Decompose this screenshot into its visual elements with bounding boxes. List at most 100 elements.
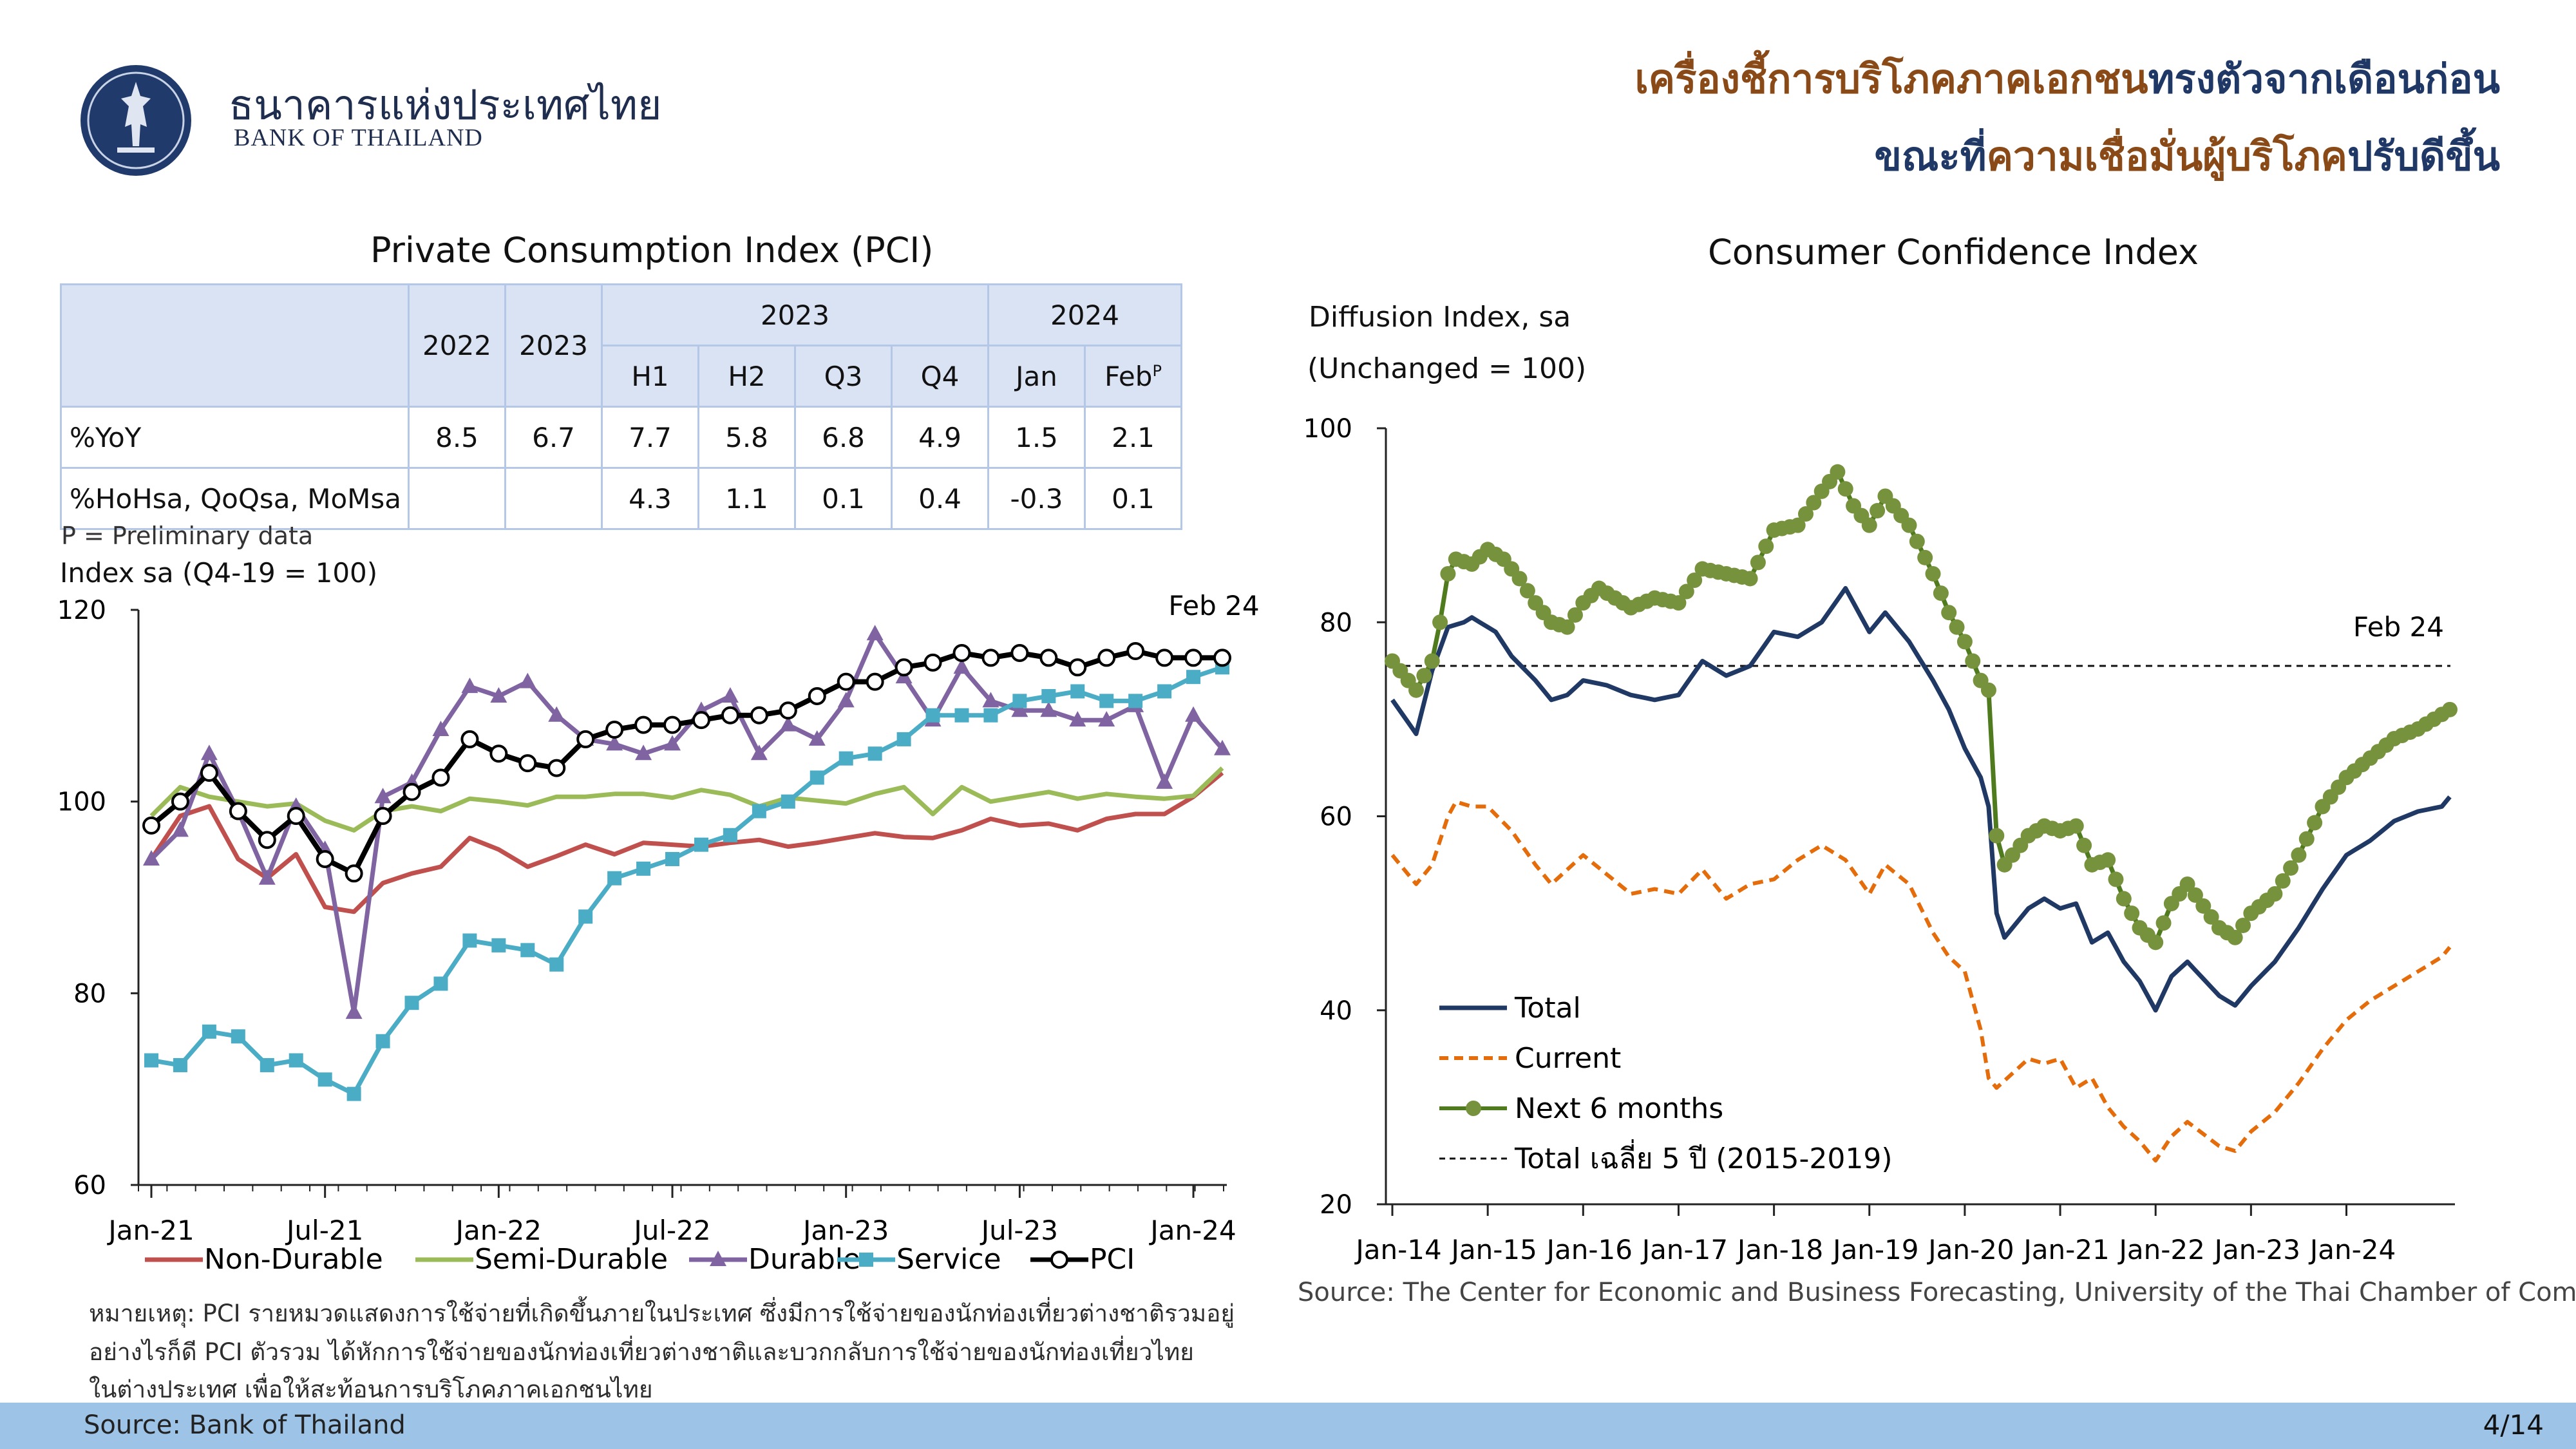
x-tick-label: Jan-22 — [2117, 1234, 2205, 1265]
next-6-months-point — [1567, 607, 1583, 623]
service-point — [1070, 684, 1085, 699]
durable-point — [143, 849, 160, 866]
x-tick-label: Jan-18 — [1736, 1234, 1823, 1265]
header-year-2022: 2022 — [408, 283, 506, 408]
service-point — [462, 933, 477, 948]
pci-point — [287, 806, 305, 825]
service-point — [404, 996, 419, 1010]
source-text: Source: Bank of Thailand — [84, 1410, 406, 1440]
pci-point — [576, 730, 595, 748]
pci-point — [1213, 649, 1231, 667]
table-cell: 0.1 — [1084, 467, 1182, 530]
next-6-months-point — [1519, 583, 1535, 599]
header-year-2023: 2023 — [504, 283, 603, 408]
next-6-months-point — [1687, 572, 1703, 588]
y-tick-label: 40 — [1320, 996, 1352, 1026]
note-line-1: หมายเหตุ: PCI รายหมวดแสดงการใช้จ่ายที่เก… — [89, 1300, 1235, 1327]
durable-point — [837, 692, 855, 708]
cci-y-axis-label-2: (Unchanged = 100) — [1307, 352, 1587, 385]
durable-point — [953, 658, 971, 674]
next-6-months-point — [2235, 917, 2251, 933]
pci-series-line — [149, 649, 1222, 876]
legend-marker-pci — [1050, 1251, 1068, 1269]
table-cell: 4.9 — [891, 406, 989, 469]
next-6-months-point — [2148, 934, 2164, 951]
durable-point — [490, 687, 507, 703]
next-6-months-point — [1830, 464, 1846, 480]
next-6-months-point — [1901, 517, 1917, 533]
next-6-months-point — [2155, 915, 2172, 931]
service-point — [1012, 694, 1027, 708]
table-cell: 6.8 — [794, 406, 893, 469]
durable-point — [258, 869, 276, 885]
pci-line-chart: 60 80 100 120 Jan-21 Jul-21 Jan-22 Jul-22 Jan-23… — [57, 590, 1260, 1276]
cci-chart-title: Consumer Confidence Index — [1708, 232, 2199, 272]
x-tick-label: Jan-22 — [454, 1215, 542, 1246]
preliminary-mark: P — [1152, 361, 1162, 380]
y-tick-label: 80 — [1320, 608, 1352, 638]
service-point — [665, 851, 680, 866]
cci-line-chart: 20 40 60 80 100 Jan-14 Jan-15 Jan-16 Jan-17 Jan-1… — [1303, 414, 2458, 1265]
next-6-months-point — [2076, 837, 2092, 853]
next-6-months-point — [2179, 876, 2195, 892]
next-6-months-point — [1511, 571, 1528, 587]
pci-point — [981, 649, 1000, 667]
table-cell — [408, 467, 506, 530]
service-point — [491, 938, 506, 952]
table-cell: 0.4 — [891, 467, 989, 530]
service-point — [983, 708, 998, 723]
next-6-months-point — [1933, 585, 1949, 601]
durable-point — [1214, 739, 1231, 755]
header-h1: H1 — [601, 345, 699, 408]
x-tick-label: Jan-14 — [1354, 1234, 1441, 1265]
next-6-months-point — [2275, 873, 2291, 889]
service-point — [1157, 684, 1172, 699]
next-6-months-point — [2307, 815, 2323, 831]
next-6-months-point — [2283, 860, 2299, 876]
legend-marker-durable — [710, 1251, 726, 1266]
y-tick-label: 100 — [1303, 414, 1352, 444]
table-row: %HoHsa, QoQsa, MoMsa 4.3 1.1 0.1 0.4 -0.… — [60, 467, 1182, 530]
legend-label-semi-durable: Semi-Durable — [475, 1243, 668, 1276]
pci-point — [1039, 649, 1058, 667]
table-cell: 6.7 — [504, 406, 603, 469]
header-h2: H2 — [697, 345, 796, 408]
legend-label-total: Total — [1514, 992, 1581, 1025]
header-jan: Jan — [987, 345, 1086, 408]
next-6-months-point — [2298, 831, 2315, 847]
x-tick-label: Jan-19 — [1831, 1234, 1918, 1265]
service-point — [867, 746, 882, 761]
durable-point — [664, 735, 681, 751]
pci-point — [779, 701, 797, 720]
x-tick-label: Jan-21 — [106, 1215, 194, 1246]
note-line-3: ในต่างประเทศ เพื่อให้สะท้อนการบริโภคภาคเ… — [89, 1376, 653, 1403]
service-point — [173, 1057, 187, 1072]
service-point — [144, 1053, 158, 1068]
pci-point — [518, 754, 537, 773]
headline-line-1: เครื่องชี้การบริโภคภาคเอกชนทรงตัวจากเดือ… — [1634, 55, 2500, 102]
x-tick-label: Jan-16 — [1545, 1234, 1633, 1265]
service-point — [202, 1024, 216, 1039]
legend-label-non-durable: Non-Durable — [204, 1243, 383, 1276]
next-6-months-point — [1790, 517, 1806, 533]
service-point — [1099, 694, 1114, 708]
table-cell: 2.1 — [1084, 406, 1182, 469]
y-tick-label: 60 — [73, 1171, 106, 1200]
next-6-months-point — [1861, 517, 1877, 533]
service-point — [289, 1053, 303, 1068]
pci-point — [431, 768, 450, 787]
service-point — [1186, 670, 1201, 685]
pci-point — [1155, 649, 1174, 667]
service-point — [925, 708, 940, 723]
next-6-months-point — [1758, 538, 1774, 554]
pci-point — [1184, 649, 1203, 667]
durable-point — [200, 744, 218, 761]
pci-point — [460, 730, 479, 748]
durable-point — [1069, 711, 1086, 727]
table-cell: -0.3 — [987, 467, 1086, 530]
pci-y-axis-label: Index sa (Q4-19 = 100) — [60, 557, 378, 589]
service-point — [520, 943, 535, 958]
legend-label-reference: Total เฉลี่ย 5 ปี (2015-2019) — [1514, 1139, 1893, 1175]
service-point — [433, 976, 448, 991]
durable-point — [1011, 701, 1028, 717]
